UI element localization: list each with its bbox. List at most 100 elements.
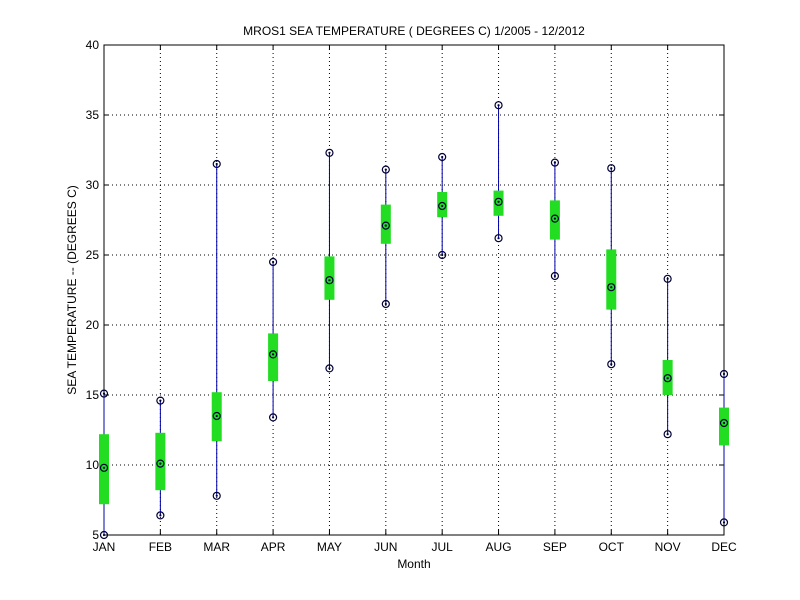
box-jun: [380, 165, 391, 309]
x-tick-label-jun: JUN: [374, 540, 397, 554]
iqr-box: [493, 190, 504, 216]
median-marker: [268, 350, 278, 359]
iqr-box: [380, 204, 391, 244]
x-tick-label-apr: APR: [261, 540, 286, 554]
max-marker-dot: [722, 372, 726, 376]
max-marker-dot: [215, 162, 218, 166]
median-marker-dot: [497, 200, 500, 203]
min-marker: [212, 491, 221, 500]
max-marker: [156, 396, 165, 405]
max-marker-dot: [610, 167, 613, 170]
max-marker: [550, 158, 560, 167]
box-oct: [606, 164, 617, 369]
median-marker-dot: [722, 421, 726, 425]
median-marker-dot: [610, 286, 613, 289]
box-nov: [662, 274, 673, 439]
max-marker-dot: [497, 104, 500, 107]
median-marker: [381, 221, 390, 230]
box-series: [99, 101, 729, 540]
min-marker-dot: [666, 433, 669, 436]
min-marker-dot: [553, 274, 557, 278]
max-marker-dot: [328, 151, 331, 154]
max-marker-dot: [384, 168, 387, 171]
box-may: [324, 148, 335, 373]
max-marker-dot: [159, 399, 162, 402]
max-marker: [719, 369, 729, 379]
y-tick-label: 35: [86, 108, 100, 122]
min-marker-dot: [610, 363, 613, 366]
median-marker-dot: [102, 466, 106, 469]
max-marker: [381, 165, 390, 174]
min-marker-dot: [102, 533, 106, 537]
median-marker-dot: [271, 353, 275, 356]
min-marker: [607, 360, 616, 369]
x-axis-label: Month: [397, 557, 430, 571]
grid-lines: [104, 45, 724, 535]
min-marker: [550, 271, 560, 281]
x-tick-label-sep: SEP: [543, 540, 567, 554]
iqr-box: [268, 333, 279, 381]
x-tick-label-feb: FEB: [149, 540, 172, 554]
iqr-box: [155, 432, 166, 491]
y-axis-label: SEA TEMPERATURE -- (DEGREES C): [65, 185, 79, 395]
x-axis-ticks: JAN FEB MAR APR MAY JUN JUL AUG SEP OCT NOV DEC: [93, 45, 737, 554]
box-apr: [268, 257, 279, 422]
min-marker: [663, 430, 672, 439]
median-marker-dot: [666, 377, 669, 380]
min-marker-dot: [328, 367, 331, 370]
x-tick-label-jan: JAN: [93, 540, 116, 554]
plot-background: [104, 45, 724, 535]
median-marker: [550, 214, 560, 223]
median-marker: [99, 463, 109, 472]
y-tick-label: 40: [86, 38, 100, 52]
min-marker: [99, 530, 109, 540]
iqr-box: [99, 434, 109, 505]
min-marker-dot: [384, 302, 387, 306]
iqr-box: [549, 200, 560, 240]
min-marker-dot: [441, 253, 444, 257]
chart-title: MROS1 SEA TEMPERATURE ( DEGREES C) 1/200…: [243, 24, 585, 38]
min-marker-dot: [271, 416, 275, 419]
iqr-box: [437, 192, 448, 218]
box-mar: [211, 159, 222, 500]
max-marker: [325, 148, 334, 157]
median-marker: [212, 411, 221, 421]
y-tick-label: 15: [86, 388, 100, 402]
min-marker: [438, 250, 447, 260]
y-tick-label: 20: [86, 318, 100, 332]
median-marker: [325, 276, 334, 285]
max-marker-dot: [666, 277, 669, 280]
min-marker-dot: [497, 237, 500, 240]
x-tick-label-may: MAY: [317, 540, 342, 554]
median-marker: [663, 374, 672, 383]
max-marker: [438, 152, 447, 162]
box-jul: [437, 152, 448, 260]
min-marker-dot: [722, 521, 726, 524]
x-tick-label-oct: OCT: [599, 540, 625, 554]
min-marker: [268, 413, 278, 422]
min-marker: [381, 299, 390, 309]
min-marker: [325, 364, 334, 373]
y-tick-label: 10: [86, 458, 100, 472]
median-marker-dot: [384, 224, 387, 227]
max-marker-dot: [441, 155, 444, 159]
median-marker: [156, 459, 165, 468]
median-marker-dot: [215, 414, 218, 418]
x-tick-label-dec: DEC: [711, 540, 737, 554]
min-marker: [156, 511, 165, 520]
max-marker: [99, 389, 109, 398]
max-marker-dot: [271, 260, 275, 264]
y-tick-label: 30: [86, 178, 100, 192]
max-marker: [494, 101, 503, 110]
iqr-box: [606, 249, 617, 310]
x-tick-label-mar: MAR: [203, 540, 230, 554]
iqr-box: [324, 256, 335, 300]
max-marker: [663, 274, 672, 283]
max-marker-dot: [553, 161, 557, 164]
min-marker-dot: [215, 494, 218, 497]
box-jan: [99, 389, 109, 540]
median-marker: [607, 283, 616, 292]
median-marker-dot: [441, 204, 444, 208]
box-feb: [155, 396, 166, 520]
box-sep: [549, 158, 560, 281]
